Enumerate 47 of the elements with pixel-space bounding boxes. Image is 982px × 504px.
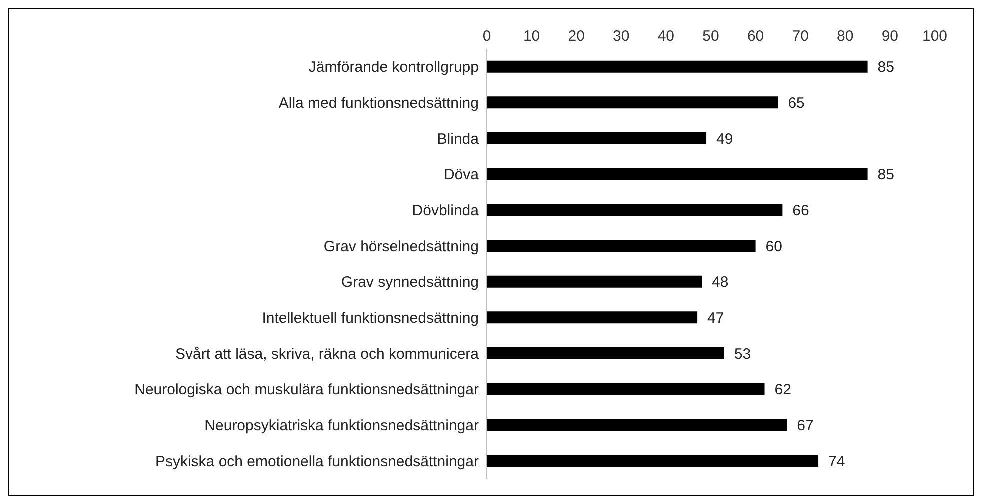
bar (487, 312, 698, 324)
y-tick-label: Dövblinda (412, 202, 480, 220)
y-tick-label: Psykiska och emotionella funktionsnedsättningar (155, 453, 479, 470)
y-tick-label: Döva (444, 166, 480, 184)
x-tick-label: 60 (747, 28, 764, 45)
y-tick-label: Grav hörselnedsättning (324, 238, 479, 256)
data-label: 74 (828, 453, 846, 470)
y-tick-label: Grav synnedsättning (341, 274, 479, 292)
bar (487, 454, 819, 467)
bar (487, 240, 756, 252)
data-label: 66 (792, 202, 810, 220)
y-tick-label: Svårt att läsa, skriva, räkna och kommunicera (176, 346, 480, 363)
bar (487, 168, 868, 180)
data-label: 67 (797, 417, 814, 434)
x-tick-label: 100 (922, 28, 948, 45)
y-tick-label: Neurologiska och muskulära funktionsnedsättningar (134, 382, 479, 399)
data-label: 60 (766, 238, 782, 256)
y-tick-label: Alla med funktionsnedsättning (278, 95, 479, 112)
data-label: 47 (708, 310, 724, 327)
data-label: 53 (734, 346, 752, 363)
data-label: 62 (774, 382, 792, 399)
data-label: 85 (878, 59, 894, 76)
bar (487, 60, 868, 73)
data-label: 48 (712, 274, 729, 292)
bar (487, 419, 788, 432)
x-tick-label: 90 (882, 28, 899, 45)
x-tick-label: 70 (792, 28, 809, 45)
data-label: 85 (878, 166, 894, 184)
x-tick-label: 10 (523, 28, 540, 45)
bar (487, 383, 765, 396)
bar (487, 132, 707, 144)
y-tick-label: Blinda (437, 130, 480, 148)
bar (487, 96, 778, 109)
x-tick-label: 40 (658, 28, 675, 45)
bar (487, 276, 702, 288)
data-label: 49 (716, 130, 734, 148)
y-tick-label: Intellektuell funktionsnedsättning (262, 310, 479, 328)
data-label: 65 (788, 94, 805, 112)
y-tick-label: Jämförande kontrollgrupp (308, 59, 479, 76)
x-tick-label: 0 (482, 28, 492, 45)
bar (487, 347, 724, 360)
x-tick-label: 80 (837, 28, 854, 45)
x-tick-label: 30 (613, 28, 630, 45)
x-tick-label: 50 (702, 28, 720, 45)
y-tick-label: Neuropsykiatriska funktionsnedsättningar (204, 418, 479, 435)
bar (487, 204, 783, 216)
x-tick-label: 20 (568, 28, 585, 45)
